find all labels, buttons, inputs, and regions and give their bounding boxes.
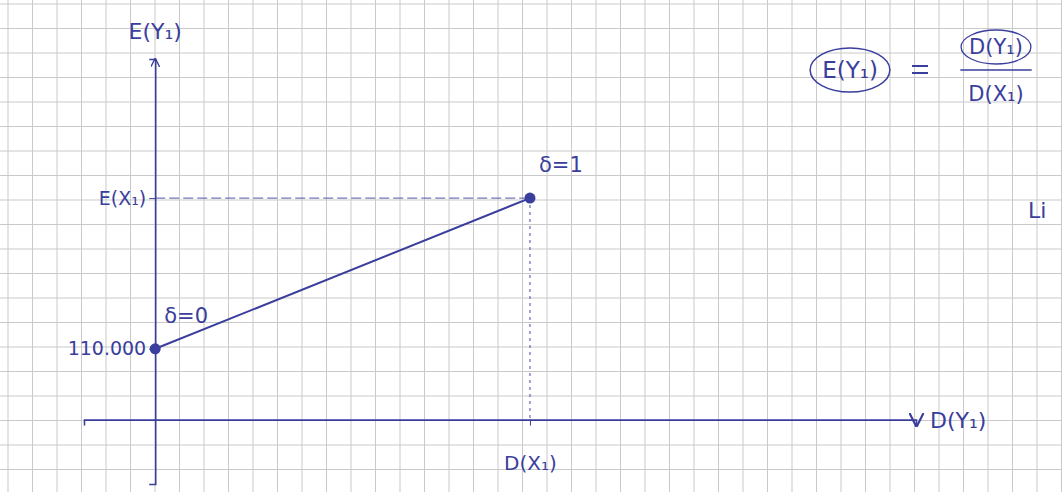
paper-line [620, 0, 621, 492]
formula-circle [810, 48, 890, 92]
paper-line [326, 0, 327, 492]
formula-denominator: D(X₁) [968, 82, 1023, 106]
paper-line [449, 0, 450, 492]
paper-line [130, 0, 131, 492]
paper-line [375, 0, 376, 492]
paper-line [351, 0, 352, 492]
paper-line [302, 0, 303, 492]
equals [912, 72, 928, 74]
paper-line [743, 0, 744, 492]
paper-line [253, 0, 254, 492]
paper-line [0, 322, 1062, 323]
paper-line [0, 298, 1062, 299]
y-tick-label: E(X₁) [99, 187, 146, 209]
paper-line [473, 0, 474, 492]
x-tick-mark [530, 420, 531, 426]
paper-line [0, 224, 1062, 225]
formula-numerator: D(Y₁) [969, 35, 1023, 59]
paper-line [0, 151, 1062, 152]
guide-line [529, 198, 530, 420]
x-axis: D(X₁) [85, 420, 917, 475]
y-tick-mark [149, 198, 155, 199]
paper-line [988, 0, 989, 492]
y-axis: 110.000 E(X₁) [68, 60, 156, 485]
paper-line [179, 0, 180, 492]
paper-line [1061, 0, 1062, 492]
paper-line [547, 0, 548, 492]
paper-line [277, 0, 278, 492]
x-tick-label: D(X₁) [504, 451, 557, 475]
paper-line [0, 175, 1062, 176]
paper-line [0, 396, 1062, 397]
x-tick: D(X₁) [504, 420, 557, 475]
paper-line [0, 77, 1062, 78]
plot-area [150, 193, 536, 420]
y-axis-line [149, 60, 156, 485]
y-axis-title: E(Y₁) [129, 19, 182, 44]
formula-lhs: E(Y₁) [822, 57, 878, 83]
paper-line [204, 0, 205, 492]
point [150, 343, 161, 354]
paper-line [498, 0, 499, 492]
point [524, 193, 535, 204]
paper-line [0, 371, 1062, 372]
paper-line [767, 0, 768, 492]
point-label: δ=1 [539, 153, 583, 177]
paper-line [0, 445, 1062, 446]
chart: D(X₁) 110.000 E(X₁) D(Y₁) E(Y₁) δ=0 δ=1 E(Y₁) D(… [0, 0, 1062, 492]
fraction-bar [960, 69, 1031, 71]
equals [912, 65, 928, 67]
x-axis-line [85, 420, 917, 426]
paper-line [1012, 0, 1013, 492]
y-tick: E(X₁) [99, 187, 155, 209]
x-axis-title: D(Y₁) [930, 408, 986, 433]
paper-line [1037, 0, 1038, 492]
paper-line [0, 273, 1062, 274]
paper-line [81, 0, 82, 492]
y-tick-label: 110.000 [68, 337, 147, 359]
paper-line [669, 0, 670, 492]
line [155, 198, 530, 349]
paper-line [571, 0, 572, 492]
paper-line [0, 126, 1062, 127]
paper-line [32, 0, 33, 492]
paper-line [792, 0, 793, 492]
paper-line [0, 53, 1062, 54]
paper-line [645, 0, 646, 492]
paper-line [0, 249, 1062, 250]
annotation: Li [1028, 198, 1046, 223]
paper-line [816, 0, 817, 492]
point-label: δ=0 [164, 304, 208, 328]
paper-line [0, 102, 1062, 103]
paper-line [106, 0, 107, 492]
formula: E(Y₁) D(Y₁) D(X₁) [810, 30, 1032, 106]
paper-line [596, 0, 597, 492]
paper-line [0, 4, 1062, 5]
paper-grid [0, 0, 1062, 492]
paper-line [228, 0, 229, 492]
y-axis-arrow [155, 59, 156, 474]
paper-line [8, 0, 9, 492]
paper-line [57, 0, 58, 492]
paper-line [522, 0, 523, 492]
paper-line [694, 0, 695, 492]
guide-line [155, 197, 530, 198]
y-tick: 110.000 [68, 337, 156, 359]
formula-circle [961, 30, 1031, 64]
paper-line [424, 0, 425, 492]
paper-line [400, 0, 401, 492]
paper-line [718, 0, 719, 492]
